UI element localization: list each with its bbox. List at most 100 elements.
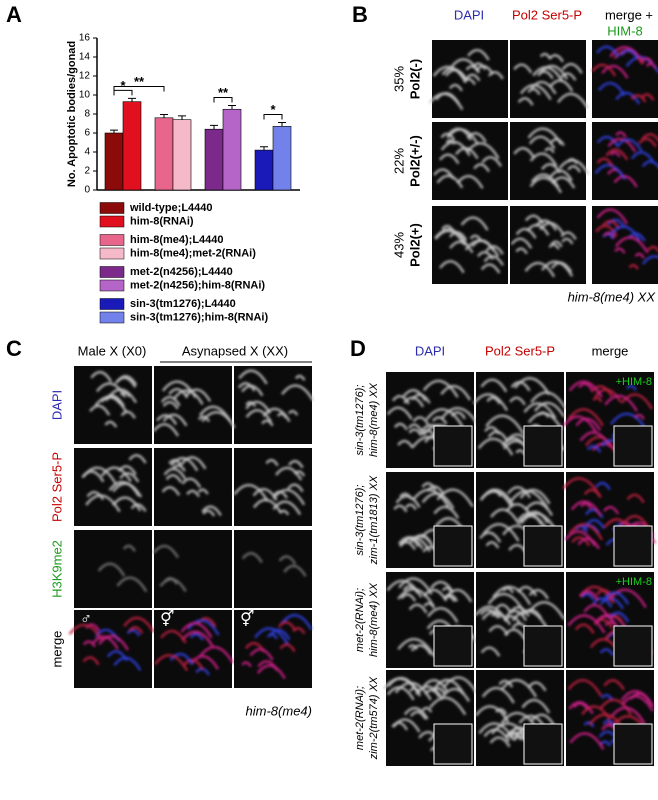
chromatin	[397, 638, 436, 658]
chromatin	[294, 374, 306, 381]
row-label: zim-1(tm1813) XX	[368, 475, 380, 565]
chromatin	[241, 384, 264, 397]
chromatin	[615, 131, 627, 138]
chromatin	[104, 420, 118, 428]
chromatin	[477, 437, 514, 456]
chromatin	[460, 216, 489, 231]
chromatin	[515, 247, 528, 255]
chromatin	[480, 646, 501, 657]
chromatin	[608, 611, 630, 623]
chromatin	[515, 227, 537, 239]
chromatin	[280, 614, 313, 631]
chromatin	[172, 464, 186, 472]
chromatin	[603, 679, 625, 691]
micrograph-texture	[382, 676, 478, 757]
bar	[104, 132, 124, 191]
chromatin	[261, 419, 274, 427]
chromatin	[492, 585, 532, 606]
chromatin	[454, 147, 479, 160]
chromatin	[283, 564, 307, 577]
chromatin	[160, 629, 187, 644]
chromatin	[630, 151, 655, 164]
row-label: 43%	[391, 232, 406, 258]
chromatin	[403, 706, 429, 720]
chromatin	[122, 544, 137, 552]
inset	[433, 723, 473, 765]
chromatin	[393, 422, 409, 431]
micrograph-texture	[89, 370, 138, 428]
chromatin	[567, 408, 604, 427]
chromatin	[579, 590, 599, 601]
row-label: merge	[49, 631, 64, 668]
chromatin	[605, 148, 629, 161]
chromatin	[596, 208, 629, 225]
chromatin	[482, 523, 520, 542]
micrograph	[154, 366, 232, 444]
chromatin	[590, 385, 613, 397]
row-label: Pol2(-)	[407, 59, 422, 99]
chromatin	[249, 648, 274, 661]
chromatin	[574, 524, 589, 533]
inset	[613, 425, 653, 467]
chromatin	[421, 706, 433, 713]
chromatin	[478, 722, 516, 741]
chromatin	[116, 576, 148, 593]
chromatin	[85, 494, 121, 513]
chromatin	[581, 705, 611, 721]
micrograph	[234, 366, 312, 444]
chromatin	[579, 431, 612, 448]
error-bar	[278, 122, 286, 127]
chromatin	[245, 401, 257, 408]
chromatin	[481, 686, 515, 704]
chromatin	[532, 66, 564, 83]
error-bar	[160, 113, 168, 118]
significance-label: *	[270, 102, 276, 117]
chromatin	[603, 505, 620, 515]
chromatin	[513, 147, 536, 159]
chromatin	[586, 444, 602, 453]
chromatin	[277, 621, 297, 631]
chromatin	[575, 417, 602, 431]
chromatin	[202, 509, 216, 517]
chromatin	[128, 454, 147, 464]
chromatin	[111, 496, 142, 512]
legend-swatch	[99, 234, 125, 246]
error-bar	[260, 146, 268, 151]
inset	[613, 625, 653, 667]
row-label: Pol2(+)	[407, 223, 422, 267]
chromatin	[98, 635, 130, 651]
chromatin	[180, 622, 213, 639]
micrograph	[234, 610, 312, 688]
chromatin	[480, 263, 501, 274]
chromatin	[527, 681, 547, 692]
chromatin	[154, 654, 189, 672]
inset	[433, 425, 473, 467]
chromatin	[595, 481, 612, 491]
chromatin	[397, 588, 435, 607]
chromatin	[438, 153, 460, 165]
chromatin	[408, 603, 428, 614]
inset	[523, 723, 563, 765]
chromatin	[407, 423, 423, 432]
micrograph	[510, 206, 586, 284]
chromatin	[560, 72, 577, 81]
chromatin	[592, 396, 603, 403]
chromatin	[233, 483, 269, 502]
chromatin	[97, 562, 126, 577]
chromatin	[434, 228, 468, 246]
micrograph-texture	[152, 380, 236, 437]
significance-bracket	[113, 85, 165, 92]
legend-label: sin-3(tm1276);L4440	[130, 298, 236, 310]
chromatin	[181, 630, 214, 647]
chromatin	[577, 537, 601, 550]
chromatin	[597, 81, 626, 97]
chromatin	[533, 401, 566, 418]
chromatin	[278, 555, 297, 565]
chromatin	[441, 67, 466, 80]
chromatin	[128, 626, 144, 635]
chromatin	[595, 224, 618, 237]
chromatin	[186, 489, 201, 498]
chromatin	[516, 585, 538, 597]
chromatin	[507, 486, 531, 499]
